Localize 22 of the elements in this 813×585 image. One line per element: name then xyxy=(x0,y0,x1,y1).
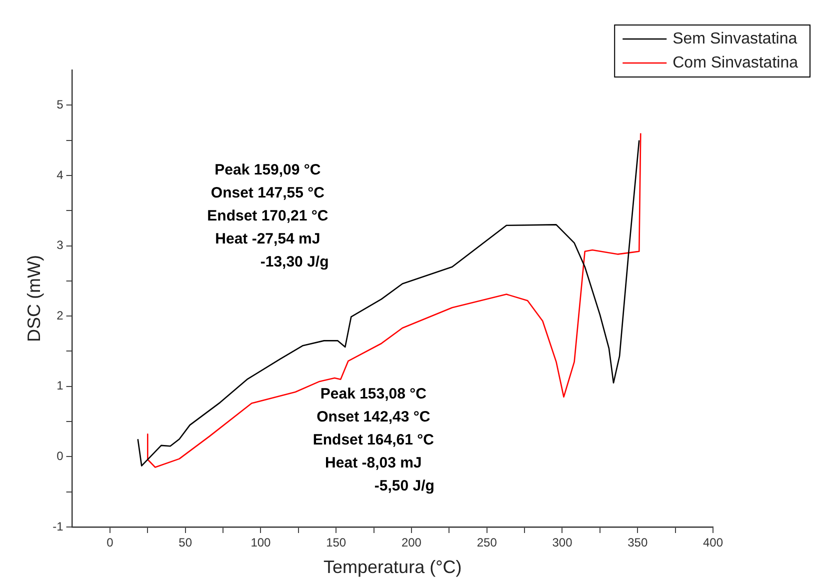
x-tick-label: 400 xyxy=(702,536,724,550)
x-tick-label: 0 xyxy=(106,536,114,550)
legend-label: Com Sinvastatina xyxy=(672,54,798,72)
x-tick-label: 100 xyxy=(250,536,272,550)
x-tick-label: 250 xyxy=(476,536,498,550)
x-tick-label: 300 xyxy=(552,536,573,550)
y-axis-title: DSC (mW) xyxy=(24,255,44,342)
annotation: Peak 159,09 °C Onset 147,55 °C Endset 170,21 °C Heat -27,54 mJ -13,30 J/g xyxy=(207,162,329,271)
x-tick-label: 200 xyxy=(401,536,422,550)
x-tick-label: 350 xyxy=(628,536,648,550)
y-tick-label: 4 xyxy=(56,168,64,182)
annotation: Peak 153,08 °C Onset 142,43 °C Endset 164,61 °C Heat -8,03 mJ -5,50 J/g xyxy=(312,386,434,495)
x-axis-title: Temperatura (°C) xyxy=(324,557,462,578)
y-tick-label: 3 xyxy=(56,238,64,252)
x-tick-label: 50 xyxy=(178,536,192,550)
y-tick-label: 5 xyxy=(56,97,64,112)
y-tick-label: 1 xyxy=(56,378,64,393)
y-tick-label: -1 xyxy=(52,519,64,534)
legend-label: Sem Sinvastatina xyxy=(672,30,798,48)
x-tick-label: 150 xyxy=(326,536,346,550)
y-tick-label: 0 xyxy=(56,449,64,464)
y-tick-label: 2 xyxy=(56,308,64,322)
